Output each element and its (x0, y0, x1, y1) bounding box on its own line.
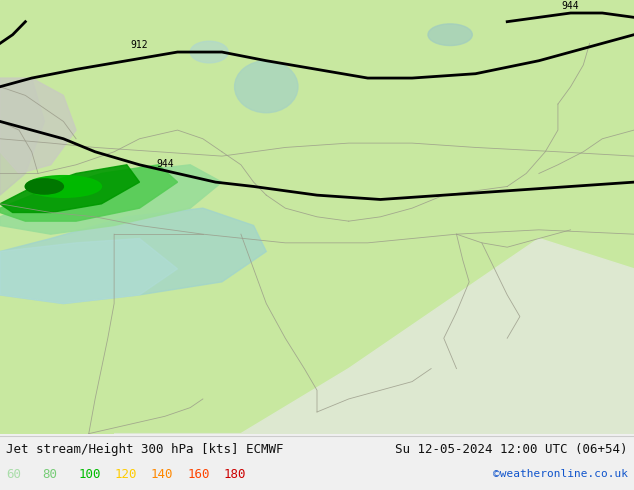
Text: 60: 60 (6, 468, 22, 481)
Polygon shape (0, 78, 44, 195)
Polygon shape (0, 165, 222, 234)
Text: 912: 912 (131, 40, 148, 50)
Ellipse shape (428, 24, 472, 46)
Polygon shape (0, 239, 178, 304)
Text: ©weatheronline.co.uk: ©weatheronline.co.uk (493, 469, 628, 479)
Polygon shape (0, 165, 178, 221)
Ellipse shape (235, 61, 298, 113)
Text: 944: 944 (156, 159, 174, 169)
Text: 180: 180 (223, 468, 245, 481)
Ellipse shape (25, 175, 101, 197)
Ellipse shape (190, 41, 228, 63)
Text: Su 12-05-2024 12:00 UTC (06+54): Su 12-05-2024 12:00 UTC (06+54) (395, 443, 628, 456)
Text: 120: 120 (115, 468, 137, 481)
Polygon shape (114, 239, 634, 434)
Text: 944: 944 (562, 1, 579, 11)
Text: Jet stream/Height 300 hPa [kts] ECMWF: Jet stream/Height 300 hPa [kts] ECMWF (6, 443, 284, 456)
Text: 160: 160 (187, 468, 209, 481)
Text: 140: 140 (151, 468, 173, 481)
Polygon shape (0, 165, 139, 213)
Text: 100: 100 (79, 468, 101, 481)
Ellipse shape (25, 179, 63, 194)
Polygon shape (0, 78, 76, 173)
Polygon shape (0, 208, 266, 304)
Text: 80: 80 (42, 468, 58, 481)
